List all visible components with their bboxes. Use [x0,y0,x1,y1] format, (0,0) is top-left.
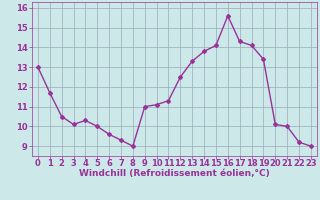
X-axis label: Windchill (Refroidissement éolien,°C): Windchill (Refroidissement éolien,°C) [79,169,270,178]
